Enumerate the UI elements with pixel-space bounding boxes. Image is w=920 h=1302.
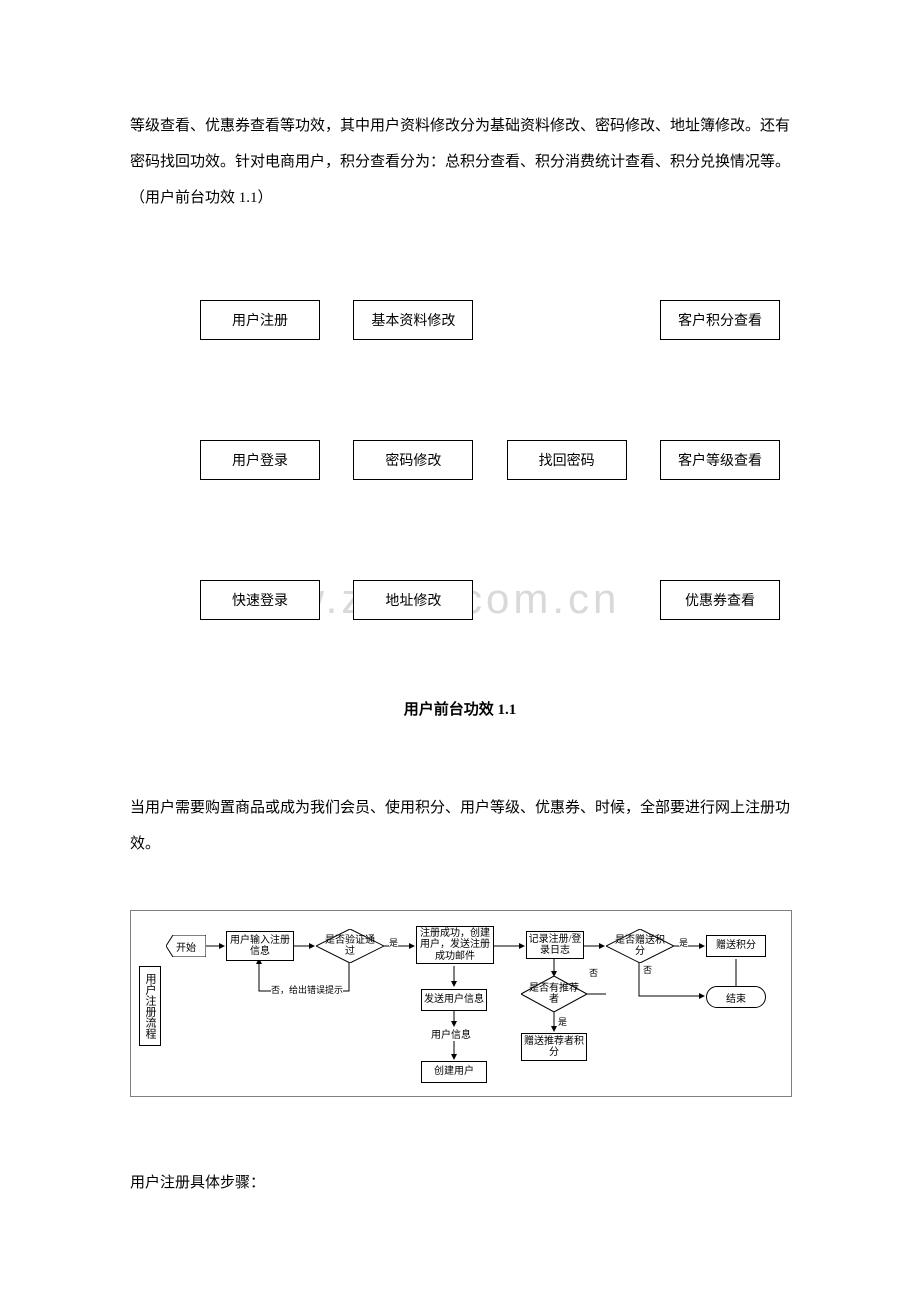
- grid-box: 用户登录: [200, 440, 320, 480]
- body-paragraph: 当用户需要购置商品或成为我们会员、使用积分、用户等级、优惠券、时候，全部要进行网…: [130, 790, 790, 862]
- registration-flowchart: 用户注册流程: [130, 910, 792, 1097]
- grid-box: 客户等级查看: [660, 440, 780, 480]
- grid-row: 用户登录 密码修改 找回密码 客户等级查看: [200, 440, 780, 480]
- flow-validate: 是否验证通过: [316, 929, 384, 963]
- flow-create-user: 创建用户: [421, 1061, 487, 1083]
- edge-no: 否: [589, 966, 598, 979]
- flow-has-referrer: 是否有推荐者: [521, 976, 587, 1012]
- edge-yes: 是: [389, 936, 398, 949]
- grid-row: 用户注册 基本资料修改 客户积分查看: [200, 300, 780, 340]
- edge-no: 否: [643, 963, 652, 976]
- grid-box: 优惠券查看: [660, 580, 780, 620]
- flow-start-label: 开始: [176, 939, 196, 954]
- intro-paragraph: 等级查看、优惠券查看等功效，其中用户资料修改分为基础资料修改、密码修改、地址簿修…: [130, 108, 790, 216]
- figure-caption: 用户前台功效 1.1: [0, 698, 920, 719]
- flow-has-referrer-label: 是否有推荐者: [521, 983, 587, 1005]
- function-grid: 用户注册 基本资料修改 客户积分查看 用户登录 密码修改 找回密码 客户等级查看…: [200, 300, 780, 620]
- grid-empty: [507, 300, 627, 340]
- grid-box: 客户积分查看: [660, 300, 780, 340]
- flow-send-info: 发送用户信息: [421, 989, 487, 1011]
- edge-yes: 是: [558, 1015, 567, 1028]
- edge-yes: 是: [679, 936, 688, 949]
- grid-box: 用户注册: [200, 300, 320, 340]
- flow-give-ref-points: 赠送推荐者积分: [521, 1033, 587, 1061]
- grid-box: 找回密码: [507, 440, 627, 480]
- flow-start: 开始: [166, 935, 206, 957]
- flow-bonus-label: 是否赠送积分: [606, 935, 674, 957]
- flow-validate-label: 是否验证通过: [316, 935, 384, 957]
- grid-box: 快速登录: [200, 580, 320, 620]
- flow-user-info: 用户信息: [431, 1026, 471, 1041]
- flow-log: 记录注册/登录日志: [526, 931, 584, 959]
- grid-box: 密码修改: [353, 440, 473, 480]
- flow-success: 注册成功，创建用户，发送注册成功邮件: [416, 926, 494, 964]
- flow-bonus: 是否赠送积分: [606, 929, 674, 963]
- flow-give-points: 赠送积分: [706, 935, 766, 957]
- grid-row: 快速登录 地址修改 优惠券查看: [200, 580, 780, 620]
- grid-empty: [507, 580, 627, 620]
- steps-heading: 用户注册具体步骤：: [130, 1165, 790, 1201]
- grid-box: 基本资料修改: [353, 300, 473, 340]
- flow-input: 用户输入注册信息: [226, 931, 294, 961]
- flow-error-hint: 否，给出错误提示: [271, 983, 343, 996]
- flow-end: 结束: [706, 986, 766, 1008]
- grid-box: 地址修改: [353, 580, 473, 620]
